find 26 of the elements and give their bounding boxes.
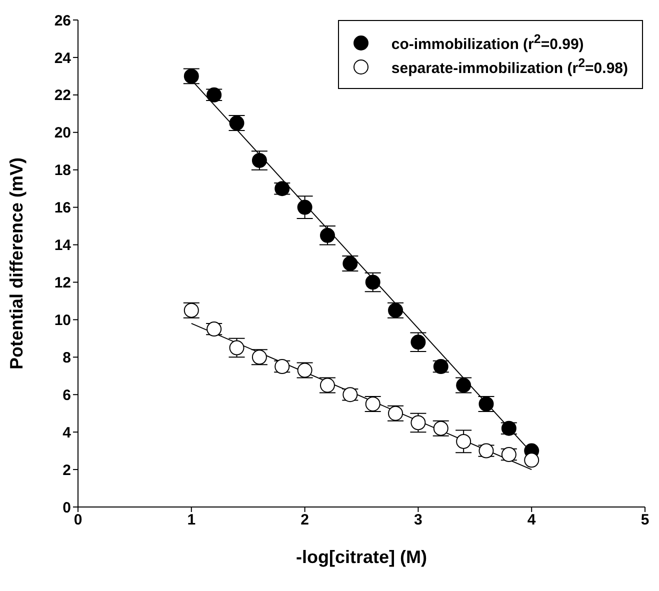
point — [456, 434, 472, 449]
x-tick-label: 1 — [187, 512, 196, 529]
y-tick-label: 14 — [54, 237, 72, 254]
y-axis-title: Potential difference (mV) — [6, 157, 26, 370]
y-tick-label: 18 — [54, 162, 71, 180]
x-tick-label: 4 — [527, 512, 536, 529]
y-tick-label: 8 — [62, 349, 71, 366]
y-tick-label: 12 — [54, 274, 71, 292]
y-tick-label: 10 — [54, 312, 71, 330]
legend-label: co-immobilization (r$^{2}$=0.99) — [391, 32, 584, 53]
y-tick-label: 0 — [62, 499, 71, 516]
y-tick-label: 20 — [54, 124, 71, 142]
point — [297, 200, 312, 215]
x-tick-label: 5 — [640, 512, 650, 529]
x-tick-label: 2 — [300, 512, 309, 529]
y-tick-label: 26 — [54, 12, 71, 30]
y-tick-label: 24 — [54, 50, 72, 67]
x-tick-label: 3 — [414, 512, 422, 529]
x-axis-title: -log[citrate] (M) — [296, 547, 427, 567]
legend-label: separate-immobilization (r$^{2}$=0.98) — [391, 56, 628, 77]
y-tick-label: 6 — [62, 386, 71, 404]
y-tick-label: 4 — [62, 424, 72, 442]
y-tick-label: 2 — [62, 462, 71, 479]
y-tick-label: 16 — [54, 200, 71, 217]
point — [524, 452, 540, 468]
y-tick-label: 22 — [54, 87, 71, 104]
